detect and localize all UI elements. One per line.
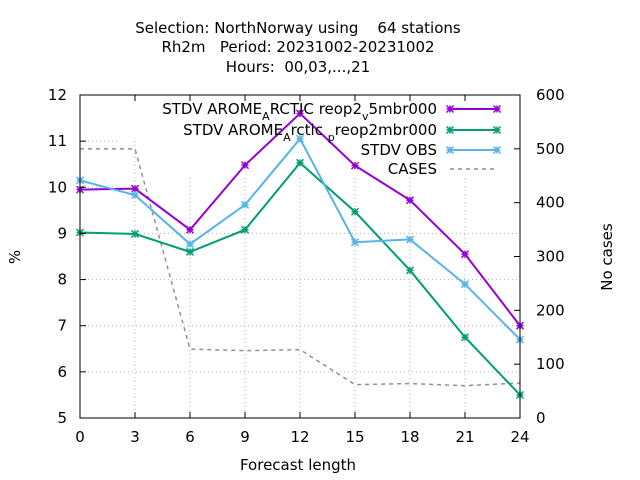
legend-label-part: 5mbr000 [369, 100, 437, 118]
x-axis-label: Forecast length [240, 456, 356, 474]
legend-marker [445, 125, 455, 135]
series-line-3 [80, 148, 521, 387]
legend-marker [445, 104, 455, 114]
legend-label-part: CASES [388, 160, 437, 178]
title-line-1: Selection: NorthNorway using 64 stations [135, 19, 461, 37]
x-tick-label: 0 [75, 428, 85, 446]
y-tick-label: 11 [48, 132, 67, 150]
plot-frame [79, 94, 521, 419]
legend-label-part: v [362, 110, 369, 123]
grid [80, 140, 520, 419]
data-point-s2-6 [405, 235, 415, 244]
data-point-s0-2 [185, 225, 195, 234]
data-point-s0-3 [240, 161, 250, 170]
series-line-0 [79, 112, 521, 327]
legend-label-0: STDV AROMEARCTIC reop2v5mbr000 [162, 100, 437, 123]
data-point-s2-2 [185, 240, 195, 249]
y2-tick-label: 600 [536, 86, 565, 104]
y-tick-label: 5 [57, 409, 67, 427]
x-tick-label: 18 [400, 428, 419, 446]
legend-marker [492, 125, 502, 135]
legend-label-part: reop2mbr000 [335, 121, 437, 139]
legend-label-part: STDV OBS [361, 141, 437, 159]
data-point-s0-5 [350, 161, 360, 170]
legend-label-part: A [283, 131, 291, 144]
data-point-s1-2 [185, 247, 195, 256]
legend-label-part: p [328, 131, 335, 144]
y-tick-label: 7 [57, 317, 67, 335]
data-point-s1-1 [130, 229, 140, 238]
x-tick-label: 24 [510, 428, 529, 446]
x-tick-label: 6 [185, 428, 195, 446]
legend-label-3: CASES [388, 160, 437, 178]
y2-tick-label: 200 [536, 301, 565, 319]
y2-tick-label: 300 [536, 248, 565, 266]
legend-label-part: STDV AROME [183, 121, 283, 139]
legend-marker [445, 145, 455, 155]
legend-label-part: reop2 [319, 100, 362, 118]
legend-label-part: RCTIC [270, 100, 314, 118]
data-point-s0-7 [460, 250, 470, 259]
data-point-s2-7 [460, 280, 470, 289]
ticks: 0 3 6 9 12 15 18 21 24 5 6 7 8 9 10 11 12 0 100 200 300 400 50… [48, 86, 565, 446]
x-tick-label: 15 [345, 428, 364, 446]
x-tick-label: 3 [130, 428, 140, 446]
chart-title: Selection: NorthNorway using 64 stations… [135, 19, 461, 76]
legend-label-1: STDV AROMEArctic preop2mbr000 [183, 121, 437, 144]
data-point-s1-3 [240, 225, 250, 234]
legend-label-part: STDV AROME [162, 100, 262, 118]
data-point-s1-4 [295, 158, 305, 167]
title-line-3: Hours: 00,03,...,21 [226, 58, 370, 76]
series-layer [75, 109, 525, 399]
legend-label-part: A [262, 110, 270, 123]
data-point-s2-3 [240, 200, 250, 209]
data-point-s2-4 [295, 134, 305, 143]
legend-label-part: rctic [291, 121, 323, 139]
legend-marker [492, 145, 502, 155]
data-point-s1-5 [350, 207, 360, 216]
y-tick-label: 12 [48, 86, 67, 104]
data-point-s2-5 [350, 238, 360, 247]
y-axis-label: % [6, 250, 24, 264]
x-tick-label: 12 [290, 428, 309, 446]
y2-axis-label: No cases [598, 223, 616, 291]
data-point-s1-6 [405, 266, 415, 275]
legend-label-2: STDV OBS [361, 141, 437, 159]
data-point-s2-1 [130, 191, 140, 200]
legend-marker [492, 104, 502, 114]
data-point-s0-1 [130, 184, 140, 193]
data-point-s0-6 [405, 196, 415, 205]
y-tick-label: 10 [48, 178, 67, 196]
y-tick-label: 6 [57, 363, 67, 381]
y2-tick-label: 0 [536, 409, 546, 427]
x-tick-label: 21 [455, 428, 474, 446]
y2-tick-label: 400 [536, 194, 565, 212]
title-line-2: Rh2m Period: 20231002-20231002 [161, 38, 434, 56]
y-tick-label: 9 [57, 224, 67, 242]
x-tick-label: 9 [240, 428, 250, 446]
data-point-s0-4 [295, 109, 305, 118]
y2-tick-label: 100 [536, 355, 565, 373]
y2-tick-label: 500 [536, 140, 565, 158]
y-tick-label: 8 [57, 271, 67, 289]
data-point-s1-7 [460, 333, 470, 342]
